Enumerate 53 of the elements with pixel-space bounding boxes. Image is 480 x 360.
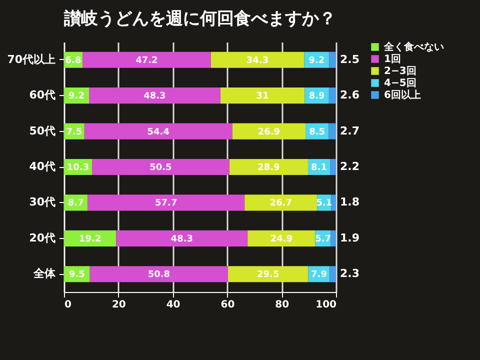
- data-label: 8.1: [311, 163, 327, 173]
- y-tick-label: 全体: [32, 267, 56, 280]
- data-label: 48.3: [144, 92, 166, 102]
- data-label: 8.9: [308, 92, 325, 102]
- data-label: 9.5: [68, 270, 85, 280]
- data-label: 48.3: [170, 234, 194, 244]
- data-label: 31: [256, 92, 269, 102]
- y-tick-label: 60代: [29, 88, 56, 102]
- data-label: 47.2: [136, 56, 158, 66]
- data-label: 2.2: [340, 160, 360, 173]
- data-label: 28.9: [258, 163, 280, 173]
- data-label: 7.9: [311, 270, 327, 280]
- x-tick-label: 40: [166, 300, 180, 310]
- data-label: 9.2: [308, 56, 325, 66]
- x-tick-label: 80: [275, 300, 290, 310]
- legend-label: 4−5回: [384, 78, 416, 89]
- data-label: 24.9: [270, 234, 293, 244]
- data-label: 2.5: [340, 52, 360, 66]
- data-label: 26.9: [258, 127, 280, 138]
- y-tick-label: 40代: [29, 160, 56, 173]
- x-tick-label: 100: [316, 300, 337, 310]
- legend-label: 2−3回: [384, 66, 416, 77]
- data-label: 5.7: [315, 234, 332, 244]
- legend-label: 全く食べない: [383, 41, 444, 53]
- data-label: 34.3: [246, 56, 269, 66]
- data-label: 8.5: [309, 127, 326, 138]
- y-tick-label: 20代: [29, 231, 56, 244]
- data-label: 6.8: [65, 56, 82, 66]
- data-label: 2.6: [340, 88, 360, 102]
- data-label: 2.3: [340, 267, 360, 280]
- x-tick-label: 0: [64, 300, 72, 310]
- data-label: 54.4: [147, 127, 170, 138]
- data-label: 2.7: [340, 124, 360, 138]
- legend-label: 1回: [384, 54, 401, 65]
- x-tick-label: 20: [112, 300, 126, 310]
- y-tick-label: 30代: [29, 196, 56, 209]
- data-label: 9.2: [68, 92, 84, 102]
- data-label: 7.5: [66, 127, 82, 138]
- data-label: 10.3: [66, 163, 90, 173]
- chart-title: 讃岐うどんを週に何回食べますか？: [63, 9, 336, 29]
- y-tick-label: 70代以上: [7, 52, 56, 66]
- legend-label: 6回以上: [384, 89, 421, 101]
- data-label: 57.7: [155, 198, 178, 209]
- data-label: 8.7: [68, 198, 84, 209]
- x-tick-label: 60: [220, 300, 235, 310]
- data-label: 19.2: [79, 234, 102, 244]
- data-label: 50.8: [148, 270, 170, 280]
- data-label: 1.8: [340, 196, 360, 209]
- y-tick-label: 50代: [29, 124, 56, 138]
- data-label: 26.7: [270, 198, 292, 209]
- data-label: 1.9: [340, 231, 360, 244]
- data-label: 29.5: [257, 270, 280, 280]
- data-label: 50.5: [150, 163, 172, 173]
